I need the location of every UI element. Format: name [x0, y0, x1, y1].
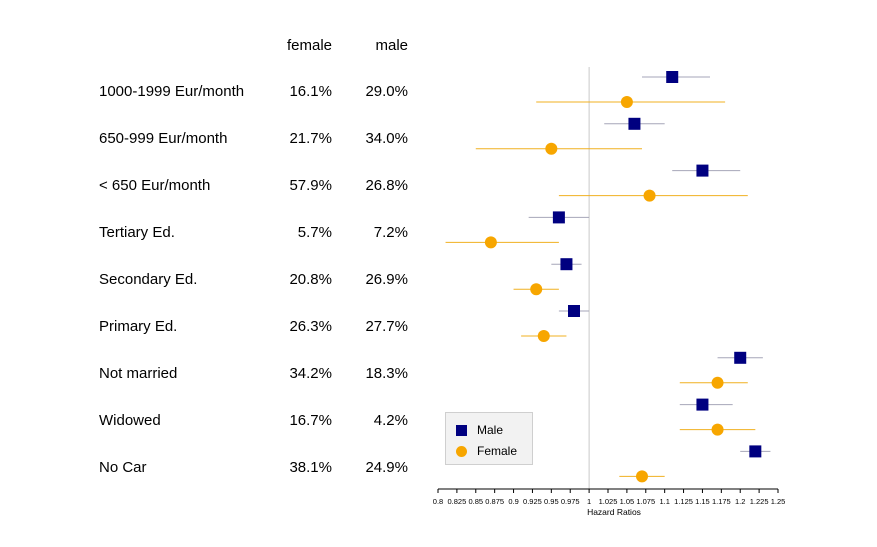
x-tick-label: 1.025	[599, 497, 618, 506]
legend-label-male: Male	[477, 423, 504, 437]
x-tick-label: 0.85	[468, 497, 483, 506]
male-point	[628, 117, 641, 130]
male-point	[568, 305, 580, 317]
row-label: 1000-1999 Eur/month	[99, 83, 245, 100]
female-percent: 20.8%	[289, 271, 332, 288]
row-label: < 650 Eur/month	[99, 177, 211, 194]
female-percent: 16.7%	[289, 412, 332, 429]
legend: Male Female	[445, 412, 533, 465]
male-percent: 26.9%	[365, 271, 408, 288]
female-point	[537, 330, 550, 342]
row-label: 650-999 Eur/month	[99, 130, 228, 147]
x-axis-label: Hazard Ratios	[587, 507, 641, 517]
female-point	[643, 189, 656, 202]
male-percent: 18.3%	[365, 365, 408, 382]
x-tick-label: 1.25	[771, 497, 786, 506]
female-percent: 38.1%	[289, 459, 332, 476]
female-percent: 21.7%	[289, 130, 332, 147]
male-percent: 24.9%	[365, 459, 408, 476]
male-percent: 7.2%	[373, 224, 408, 241]
male-point	[666, 71, 679, 83]
row-label: Secondary Ed.	[99, 271, 198, 288]
legend-item-female: Female	[456, 444, 517, 458]
x-tick-label: 0.95	[544, 497, 559, 506]
x-tick-label: 0.9	[508, 497, 518, 506]
x-tick-label: 0.925	[523, 497, 542, 506]
x-tick-label: 1.15	[695, 497, 710, 506]
male-point	[734, 351, 747, 364]
male-column-header: male	[375, 37, 408, 54]
female-point	[620, 96, 633, 108]
male-point	[560, 258, 573, 271]
male-point	[749, 445, 762, 458]
x-tick-label: 1.225	[750, 497, 769, 506]
x-tick-label: 0.825	[447, 497, 466, 506]
male-percent: 4.2%	[373, 412, 408, 429]
male-percent: 26.8%	[365, 177, 408, 194]
female-column-header: female	[286, 37, 332, 54]
row-label: Not married	[99, 365, 178, 382]
female-point	[545, 142, 558, 155]
row-label: Widowed	[99, 412, 161, 429]
legend-item-male: Male	[456, 423, 503, 437]
male-point	[552, 211, 565, 224]
male-percent: 27.7%	[365, 318, 408, 335]
row-label: Tertiary Ed.	[99, 224, 175, 241]
x-tick-label: 1.05	[620, 497, 635, 506]
female-marker-icon	[456, 445, 467, 457]
x-tick-label: 1.1	[659, 497, 669, 506]
male-point	[696, 164, 709, 177]
female-point	[711, 376, 724, 389]
row-label: No Car	[99, 459, 147, 476]
female-percent: 57.9%	[289, 177, 332, 194]
female-percent: 5.7%	[297, 224, 332, 241]
x-tick-label: 1.075	[636, 497, 655, 506]
female-percent: 26.3%	[289, 318, 332, 335]
legend-label-female: Female	[477, 444, 518, 458]
x-tick-label: 1.125	[674, 497, 693, 506]
female-point	[484, 236, 497, 249]
male-percent: 29.0%	[365, 83, 408, 100]
x-tick-label: 0.8	[433, 497, 443, 506]
female-percent: 16.1%	[289, 83, 332, 100]
x-tick-label: 0.975	[561, 497, 580, 506]
x-tick-label: 1	[587, 497, 591, 506]
female-point	[530, 283, 543, 296]
x-tick-label: 1.175	[712, 497, 731, 506]
female-point	[711, 423, 724, 436]
x-tick-label: 1.2	[735, 497, 745, 506]
male-point	[696, 398, 709, 411]
male-marker-icon	[456, 424, 467, 436]
male-percent: 34.0%	[365, 130, 408, 147]
female-percent: 34.2%	[289, 365, 332, 382]
x-tick-label: 0.875	[485, 497, 504, 506]
female-point	[636, 470, 648, 483]
row-label: Primary Ed.	[99, 318, 178, 335]
